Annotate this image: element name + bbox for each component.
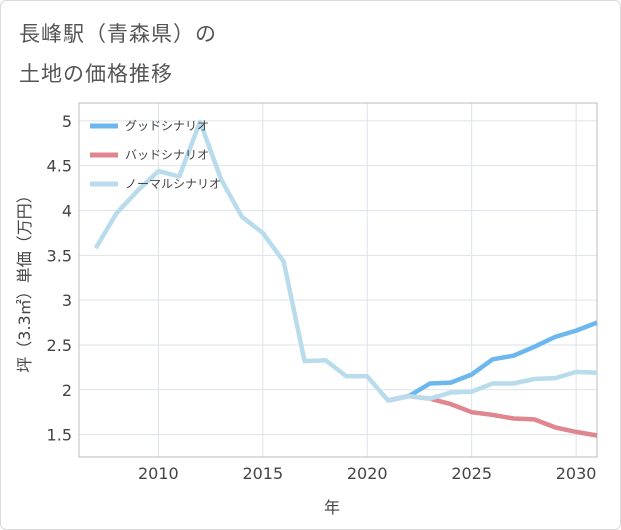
legend-label-1: グッドシナリオ [125,119,209,133]
series-line-1 [387,320,598,403]
x-tick-label: 2025 [451,464,492,483]
chart-title-line1: 長峰駅（青森県）の [19,22,217,46]
y-tick-label: 2.5 [47,336,72,355]
series-layer [93,119,598,438]
y-tick-label: 3.5 [47,246,72,265]
x-tick-label: 2010 [138,464,179,483]
tick-labels: 2010 2015 2020 2025 2030 1.5 2 2.5 3 3.5 4 4.5 5 [47,112,597,483]
legend-label-2: バッドシナリオ [125,148,209,162]
series-line-3 [93,119,598,403]
y-tick-label: 5 [62,112,72,131]
chart-title-line2: 土地の価格推移 [19,62,173,86]
x-tick-label: 2015 [242,464,283,483]
series-line-2 [387,393,598,438]
x-tick-label: 2020 [347,464,388,483]
x-tick-label: 2030 [556,464,597,483]
grid-lines [79,103,597,457]
y-axis-label: 坪（3.3㎡）単価（万円） [15,187,34,372]
y-tick-label: 4.5 [47,157,72,176]
y-tick-label: 1.5 [47,426,72,445]
y-tick-label: 3 [62,291,72,310]
y-tick-label: 4 [62,202,72,221]
y-tick-label: 2 [62,381,72,400]
legend-label-3: ノーマルシナリオ [125,177,221,191]
plot-frame [78,102,598,458]
x-axis-label: 年 [324,498,340,517]
